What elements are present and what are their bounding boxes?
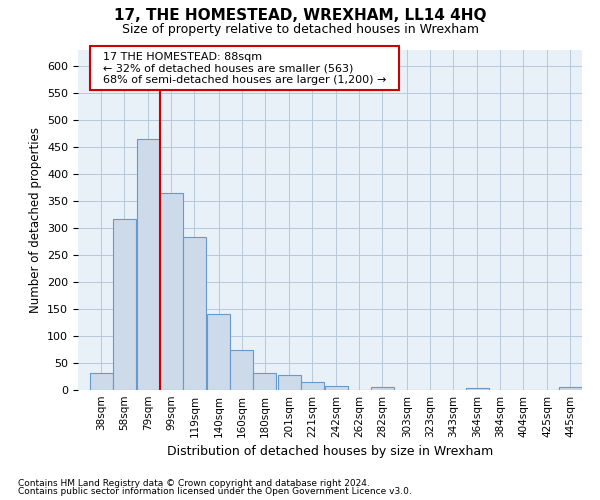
Bar bbox=[253, 374, 277, 390]
Text: Contains HM Land Registry data © Crown copyright and database right 2024.: Contains HM Land Registry data © Crown c… bbox=[18, 478, 370, 488]
Bar bbox=[559, 388, 582, 390]
Text: 17 THE HOMESTEAD: 88sqm
  ← 32% of detached houses are smaller (563)
  68% of se: 17 THE HOMESTEAD: 88sqm ← 32% of detache… bbox=[95, 52, 393, 85]
Bar bbox=[230, 350, 253, 390]
Bar bbox=[183, 236, 206, 390]
Text: 17, THE HOMESTEAD, WREXHAM, LL14 4HQ: 17, THE HOMESTEAD, WREXHAM, LL14 4HQ bbox=[114, 8, 486, 22]
Bar bbox=[466, 388, 488, 390]
Bar bbox=[160, 193, 183, 390]
Text: Contains public sector information licensed under the Open Government Licence v3: Contains public sector information licen… bbox=[18, 487, 412, 496]
Text: Size of property relative to detached houses in Wrexham: Size of property relative to detached ho… bbox=[121, 22, 479, 36]
Bar bbox=[113, 219, 136, 390]
X-axis label: Distribution of detached houses by size in Wrexham: Distribution of detached houses by size … bbox=[167, 446, 493, 458]
Bar bbox=[137, 139, 160, 390]
Bar bbox=[371, 388, 394, 390]
Bar bbox=[89, 374, 113, 390]
Bar bbox=[325, 386, 348, 390]
Bar bbox=[301, 382, 323, 390]
Bar bbox=[278, 376, 301, 390]
Bar bbox=[207, 314, 230, 390]
Y-axis label: Number of detached properties: Number of detached properties bbox=[29, 127, 41, 313]
